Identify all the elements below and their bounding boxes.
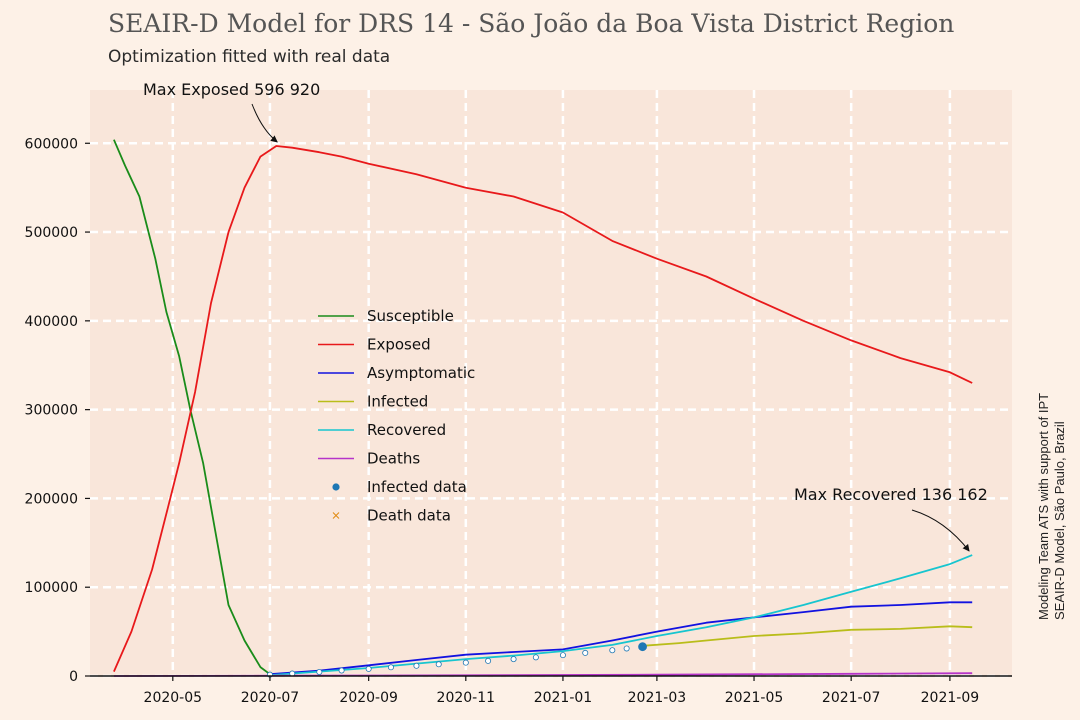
data-point-infected-data	[510, 656, 517, 663]
legend-item: Exposed	[318, 336, 431, 354]
x-tick-label: 2020-07	[241, 690, 300, 706]
legend-item: Susceptible	[318, 307, 454, 325]
legend-item: Recovered	[318, 421, 446, 439]
data-point-infected-data	[387, 664, 394, 671]
legend-swatch	[332, 512, 340, 519]
series-line-infected	[642, 625, 973, 647]
legend: Susceptible Exposed Asymptomatic Infected Re…	[318, 307, 475, 525]
data-point-infected-data	[485, 657, 492, 664]
annotation-arrow	[251, 103, 278, 143]
legend-swatch	[332, 483, 340, 491]
legend-item: Death data	[332, 507, 451, 525]
x-tick-label: 2020-11	[437, 690, 496, 706]
annotation-max-recovered: Max Recovered 136 162	[794, 485, 988, 504]
side-credit-line-2: SEAIR-D Model, São Paulo, Brazil	[1052, 421, 1067, 620]
side-credits: Modeling Team ATS with support of IPT SE…	[1036, 393, 1067, 620]
y-tick-label: 600000	[25, 136, 78, 152]
legend-label: Infected	[367, 393, 428, 411]
legend-label: Recovered	[367, 421, 446, 439]
legend-label: Infected data	[367, 478, 467, 496]
y-tick-label: 100000	[25, 580, 78, 596]
y-tick-label: 400000	[25, 314, 78, 330]
x-tick-label: 2020-09	[339, 690, 398, 706]
x-tick-label: 2021-05	[725, 690, 784, 706]
chart-title: SEAIR-D Model for DRS 14 - São João da B…	[108, 9, 954, 38]
data-point-infected-data	[623, 645, 630, 652]
legend-item: Deaths	[318, 450, 420, 468]
data-point-infected-data	[609, 647, 616, 654]
data-point-infected-data	[559, 652, 566, 659]
data-point-infected-data	[532, 654, 539, 661]
annotations: Max Exposed 596 920 Max Recovered 136 162	[143, 80, 988, 552]
legend-item: Asymptomatic	[318, 364, 475, 382]
data-point-infected-data	[365, 665, 372, 672]
y-tick-label: 0	[69, 669, 78, 685]
legend-item: Infected data	[332, 478, 467, 496]
x-tick-label: 2021-01	[534, 690, 593, 706]
series-line-exposed	[113, 145, 973, 672]
y-tick-label: 300000	[25, 403, 78, 419]
annotation-max-exposed: Max Exposed 596 920	[143, 80, 320, 99]
axes: 2020-05 2020-07 2020-09 2020-11 2021-01 2021-…	[25, 136, 1012, 706]
legend-label: Deaths	[367, 450, 420, 468]
annotation-arrow	[911, 509, 970, 552]
x-tick-label: 2021-09	[921, 690, 980, 706]
data-point-infected-data	[582, 649, 589, 656]
side-credit-line-1: Modeling Team ATS with support of IPT	[1036, 393, 1051, 620]
data-point-infected-data	[316, 669, 323, 676]
data-point-infected-data	[462, 659, 469, 666]
data-point-infected-data	[435, 661, 442, 668]
data-point-infected-data	[413, 662, 420, 669]
y-tick-label: 200000	[25, 491, 78, 507]
chart-subtitle: Optimization fitted with real data	[108, 47, 390, 67]
x-tick-label: 2021-03	[628, 690, 687, 706]
series-line-asymptomatic	[269, 601, 973, 676]
x-tick-label: 2020-05	[144, 690, 203, 706]
legend-label: Death data	[367, 507, 451, 525]
data-point-infected-data	[338, 667, 345, 674]
legend-label: Exposed	[367, 336, 431, 354]
legend-label: Susceptible	[367, 307, 454, 325]
legend-label: Asymptomatic	[367, 364, 475, 382]
data-point-infected-data	[638, 642, 647, 652]
legend-item: Infected	[318, 393, 428, 411]
x-tick-label: 2021-07	[822, 690, 881, 706]
y-tick-label: 500000	[25, 225, 78, 241]
